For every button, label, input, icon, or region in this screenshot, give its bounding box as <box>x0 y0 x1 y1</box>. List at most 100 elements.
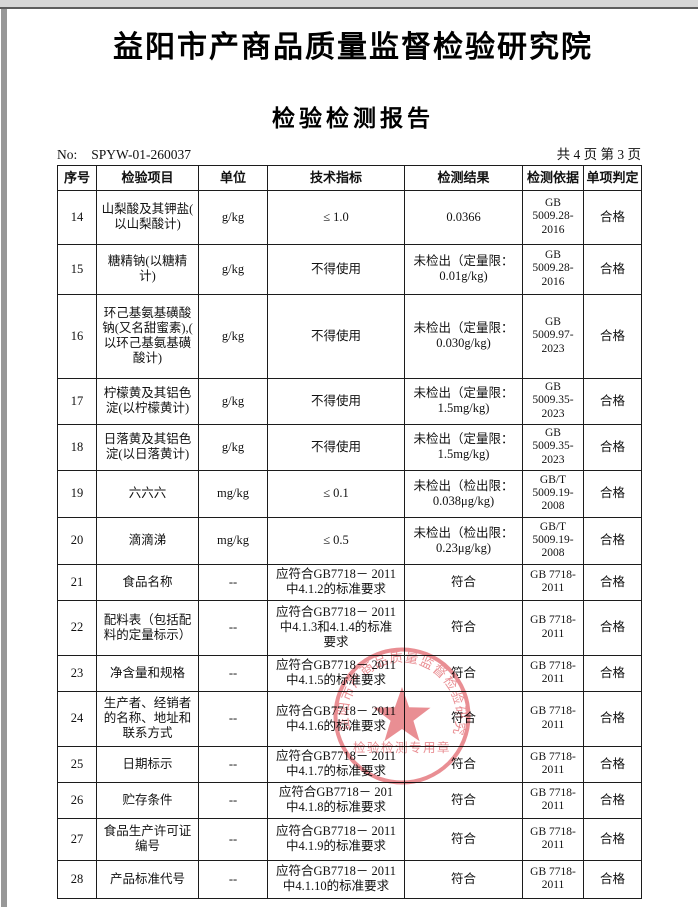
table-row: 24 生产者、经销者 的名称、地址和 联系方式 -- 应符合GB7718－ 20… <box>57 690 642 747</box>
cell-tech-spec: 不得使用 <box>267 423 405 471</box>
header-unit: 单位 <box>198 165 268 191</box>
cell-basis: GB 7718- 2011 <box>522 781 584 819</box>
cell-tech-spec: 应符合GB7718－ 2011 中4.1.10的标准要求 <box>267 859 405 899</box>
cell-tech-spec: 不得使用 <box>267 293 405 379</box>
cell-verdict: 合格 <box>583 563 642 601</box>
cell-item-name: 配料表（包括配 料的定量标示） <box>96 599 199 656</box>
cell-seq-no: 17 <box>57 377 97 425</box>
cell-item-name: 生产者、经销者 的名称、地址和 联系方式 <box>96 690 199 747</box>
report-number-label: No: <box>57 147 78 162</box>
cell-basis: GB 7718- 2011 <box>522 745 584 783</box>
cell-result: 未检出（定量限： 0.01g/kg) <box>404 243 523 295</box>
cell-verdict: 合格 <box>583 781 642 819</box>
table-row: 23 净含量和规格 -- 应符合GB7718－ 2011 中4.1.5的标准要求… <box>57 654 642 692</box>
table-row: 18 日落黄及其铝色 淀(以日落黄计) g/kg 不得使用 未检出（定量限： 1… <box>57 423 642 471</box>
cell-unit: mg/kg <box>198 516 268 565</box>
cell-verdict: 合格 <box>583 377 642 425</box>
cell-basis: GB 5009.28- 2016 <box>522 189 584 245</box>
cell-tech-spec: 应符合GB7718－ 2011 中4.1.9的标准要求 <box>267 817 405 861</box>
page-edge-strip <box>1 9 7 907</box>
cell-seq-no: 15 <box>57 243 97 295</box>
table-row: 27 食品生产许可证 编号 -- 应符合GB7718－ 2011 中4.1.9的… <box>57 817 642 861</box>
cell-unit: g/kg <box>198 189 268 245</box>
table-row: 25 日期标示 -- 应符合GB7718－ 2011 中4.1.7的标准要求 符… <box>57 745 642 783</box>
cell-item-name: 日落黄及其铝色 淀(以日落黄计) <box>96 423 199 471</box>
report-number-value: SPYW-01-260037 <box>91 147 192 162</box>
cell-verdict: 合格 <box>583 516 642 565</box>
cell-item-name: 六六六 <box>96 469 199 518</box>
page-info: 共 4 页 第 3 页 <box>556 147 641 162</box>
cell-verdict: 合格 <box>583 189 642 245</box>
cell-unit: g/kg <box>198 377 268 425</box>
meta-row: No: SPYW-01-260037 共 4 页 第 3 页 <box>57 143 641 163</box>
cell-basis: GB 7718- 2011 <box>522 599 584 656</box>
cell-basis: GB 7718- 2011 <box>522 859 584 899</box>
cell-result: 符合 <box>404 817 523 861</box>
cell-verdict: 合格 <box>583 745 642 783</box>
cell-verdict: 合格 <box>583 469 642 518</box>
cell-item-name: 滴滴涕 <box>96 516 199 565</box>
table-row: 15 糖精钠(以糖精计) g/kg 不得使用 未检出（定量限： 0.01g/kg… <box>57 243 642 295</box>
table-row: 20 滴滴涕 mg/kg ≤ 0.5 未检出（检出限： 0.23μg/kg) G… <box>57 516 642 565</box>
cell-basis: GB 5009.28- 2016 <box>522 243 584 295</box>
cell-tech-spec: ≤ 0.1 <box>267 469 405 518</box>
cell-unit: -- <box>198 745 268 783</box>
cell-unit: -- <box>198 859 268 899</box>
cell-result: 未检出（检出限： 0.23μg/kg) <box>404 516 523 565</box>
header-result: 检测结果 <box>404 165 523 191</box>
cell-tech-spec: 不得使用 <box>267 243 405 295</box>
cell-result: 符合 <box>404 781 523 819</box>
cell-tech-spec: 应符合GB7718－ 2011 中4.1.2的标准要求 <box>267 563 405 601</box>
cell-result: 符合 <box>404 654 523 692</box>
cell-tech-spec: 应符合GB7718－ 2011 中4.1.5的标准要求 <box>267 654 405 692</box>
cell-item-name: 山梨酸及其钾盐( 以山梨酸计) <box>96 189 199 245</box>
cell-verdict: 合格 <box>583 690 642 747</box>
cell-unit: -- <box>198 690 268 747</box>
cell-basis: GB/T 5009.19- 2008 <box>522 516 584 565</box>
header-tech-spec: 技术指标 <box>267 165 405 191</box>
table-row: 26 贮存条件 -- 应符合GB7718－ 201 中4.1.8的标准要求 符合… <box>57 781 642 819</box>
cell-seq-no: 18 <box>57 423 97 471</box>
cell-seq-no: 25 <box>57 745 97 783</box>
cell-basis: GB 7718- 2011 <box>522 654 584 692</box>
cell-basis: GB/T 5009.19- 2008 <box>522 469 584 518</box>
report-number: No: SPYW-01-260037 <box>57 147 191 163</box>
cell-result: 符合 <box>404 690 523 747</box>
cell-tech-spec: 应符合GB7718－ 201 中4.1.8的标准要求 <box>267 781 405 819</box>
cell-unit: -- <box>198 654 268 692</box>
cell-item-name: 贮存条件 <box>96 781 199 819</box>
cell-basis: GB 7718- 2011 <box>522 817 584 861</box>
org-title: 益阳市产商品质量监督检验研究院 <box>113 31 593 64</box>
header-basis: 检测依据 <box>522 165 584 191</box>
cell-basis: GB 7718- 2011 <box>522 563 584 601</box>
cell-seq-no: 23 <box>57 654 97 692</box>
cell-verdict: 合格 <box>583 243 642 295</box>
results-table: 序号 检验项目 单位 技术指标 检测结果 检测依据 单项判定 14 山梨酸及其钾… <box>57 165 642 899</box>
header-verdict: 单项判定 <box>583 165 642 191</box>
cell-unit: -- <box>198 817 268 861</box>
header-seq-no: 序号 <box>57 165 97 191</box>
cell-result: 未检出（定量限： 1.5mg/kg) <box>404 377 523 425</box>
table-row: 28 产品标准代号 -- 应符合GB7718－ 2011 中4.1.10的标准要… <box>57 859 642 899</box>
table-row: 16 环己基氨基磺酸 钠(又名甜蜜素),( 以环己基氨基磺 酸计) g/kg 不… <box>57 293 642 379</box>
cell-basis: GB 5009.35- 2023 <box>522 423 584 471</box>
cell-tech-spec: 应符合GB7718－ 2011 中4.1.3和4.1.4的标准 要求 <box>267 599 405 656</box>
cell-unit: g/kg <box>198 423 268 471</box>
cell-item-name: 净含量和规格 <box>96 654 199 692</box>
cell-verdict: 合格 <box>583 293 642 379</box>
cell-seq-no: 16 <box>57 293 97 379</box>
cell-basis: GB 7718- 2011 <box>522 690 584 747</box>
cell-item-name: 柠檬黄及其铝色 淀(以柠檬黄计) <box>96 377 199 425</box>
table-row: 14 山梨酸及其钾盐( 以山梨酸计) g/kg ≤ 1.0 0.0366 GB … <box>57 189 642 245</box>
cell-verdict: 合格 <box>583 859 642 899</box>
cell-item-name: 产品标准代号 <box>96 859 199 899</box>
cell-result: 未检出（检出限： 0.038μg/kg) <box>404 469 523 518</box>
cell-seq-no: 21 <box>57 563 97 601</box>
table-row: 21 食品名称 -- 应符合GB7718－ 2011 中4.1.2的标准要求 符… <box>57 563 642 601</box>
cell-verdict: 合格 <box>583 599 642 656</box>
cell-result: 符合 <box>404 599 523 656</box>
cell-seq-no: 20 <box>57 516 97 565</box>
table-row: 19 六六六 mg/kg ≤ 0.1 未检出（检出限： 0.038μg/kg) … <box>57 469 642 518</box>
cell-item-name: 食品生产许可证 编号 <box>96 817 199 861</box>
cell-tech-spec: ≤ 1.0 <box>267 189 405 245</box>
